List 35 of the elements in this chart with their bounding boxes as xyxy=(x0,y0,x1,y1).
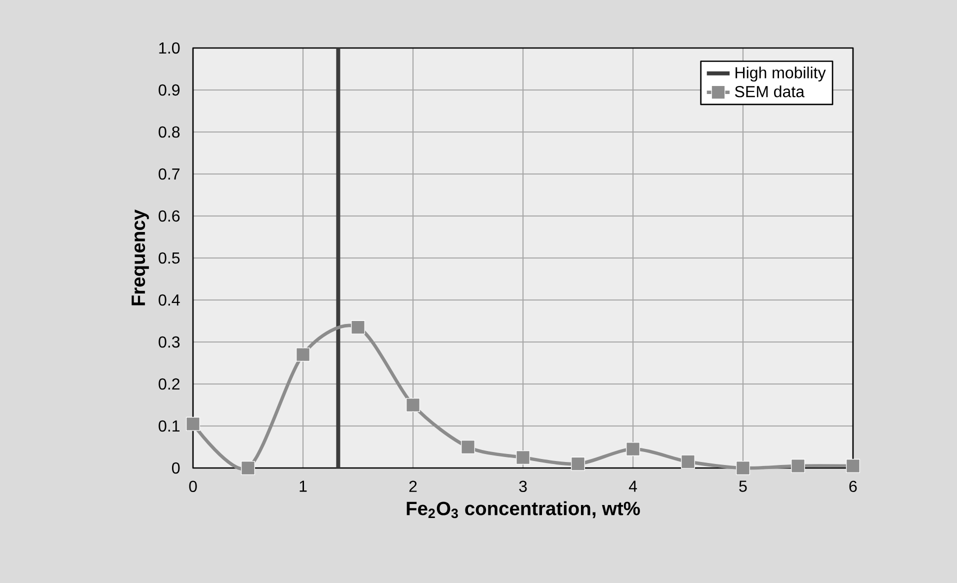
y-tick-label: 0.6 xyxy=(158,210,180,222)
point xyxy=(736,461,750,475)
point xyxy=(846,458,860,473)
x-tick-label: 3 xyxy=(519,480,527,492)
point xyxy=(791,458,806,473)
point xyxy=(406,398,420,412)
y-tick-label: 0 xyxy=(172,462,180,474)
y-tick-label: 0.7 xyxy=(158,168,180,180)
x-tick-label: 0 xyxy=(189,480,197,492)
point xyxy=(186,416,200,431)
x-tick-label: 6 xyxy=(849,480,857,492)
x-tick-label: 1 xyxy=(300,480,307,492)
y-tick-label: 0.5 xyxy=(158,252,180,264)
point xyxy=(571,456,586,471)
point xyxy=(241,461,256,475)
point xyxy=(626,442,640,456)
y-tick-label: 0.2 xyxy=(158,378,180,390)
y-tick-label: 0.1 xyxy=(158,420,180,432)
point xyxy=(681,454,696,469)
point xyxy=(351,320,366,334)
point xyxy=(296,348,310,362)
point xyxy=(516,450,530,465)
legend-label: SEM data xyxy=(735,86,805,98)
point xyxy=(461,440,476,454)
x-tick-label: 2 xyxy=(409,480,417,492)
y-axis-title: Frequency xyxy=(132,210,149,306)
x-tick-label: 5 xyxy=(739,480,747,492)
legend-label: High mobility xyxy=(736,66,826,82)
y-tick-label: 0.3 xyxy=(158,336,180,348)
x-axis-title: Fe$_{2}$O$_{3}$ concentration, wt% xyxy=(406,501,640,518)
y-tick-label: 0.8 xyxy=(158,126,180,138)
y-tick-label: 1.0 xyxy=(159,42,180,54)
y-tick-label: 0.9 xyxy=(158,84,180,96)
x-tick-label: 4 xyxy=(628,480,637,492)
y-tick-label: 0.4 xyxy=(158,294,180,306)
